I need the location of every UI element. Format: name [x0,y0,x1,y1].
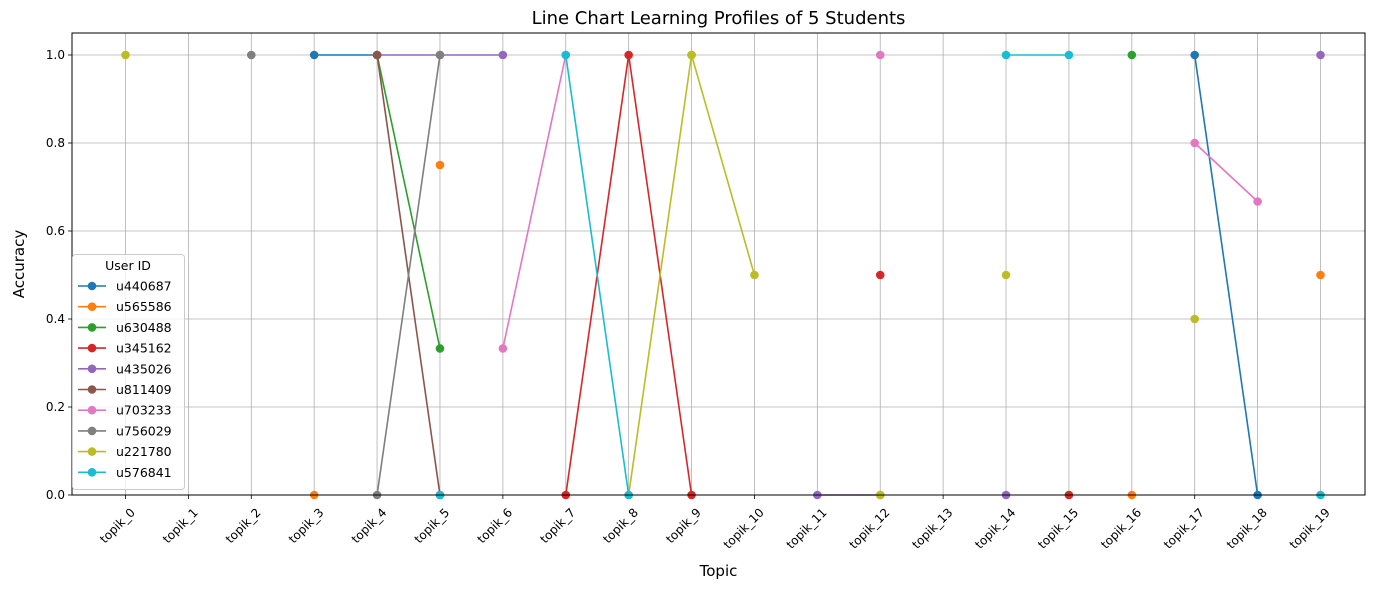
data-point [1316,50,1325,60]
series-line [376,54,441,349]
x-tick-label: topik_2 [223,505,264,546]
legend-items: u440687 u565586 u630488 u345162 u435026 u8114… [78,279,172,480]
data-point [309,50,319,60]
series-u345162 [561,50,1074,500]
legend-label: u703233 [116,403,172,418]
x-tick-label: topik_13 [909,505,955,551]
series-line [1194,142,1259,203]
x-tick-label: topik_10 [721,505,767,551]
x-tick-label: topik_9 [663,505,704,546]
data-point [1001,270,1011,280]
y-tick-label: 0.6 [46,224,65,238]
legend-swatch-marker [87,468,97,477]
data-point [498,50,508,60]
data-point [750,270,759,280]
data-point [1316,270,1325,280]
plot-frame [71,32,1366,496]
legend-swatch-marker [87,281,97,291]
x-tick-label: topik_18 [1224,505,1270,551]
series-u440687 [309,50,1262,500]
data-point [435,160,445,170]
y-axis: 0.0 0.2 0.4 0.6 0.8 1.0 [46,48,72,502]
legend-label: u630488 [116,320,172,335]
data-point [561,50,571,60]
legend-swatch-marker [87,447,97,456]
series-u221780 [121,50,1200,500]
x-tick-label: topik_4 [349,505,390,546]
y-tick-label: 0.0 [46,488,65,502]
y-tick-label: 0.2 [46,400,65,414]
legend-swatch-marker [87,364,97,374]
series-line [1193,54,1259,496]
legend-swatch-marker [87,405,97,415]
data-point [1127,50,1137,60]
series-line [564,54,630,496]
legend-label: u345162 [116,341,172,356]
x-tick-label: topik_12 [846,505,892,551]
y-tick-label: 0.4 [46,312,65,326]
x-tick-label: topik_5 [412,505,453,546]
legend-title: User ID [105,258,151,273]
data-point [687,50,696,60]
data-point [875,270,885,280]
x-tick-label: topik_15 [1035,505,1081,551]
series-u435026 [372,50,1325,500]
legend-swatch-marker [87,385,97,394]
legend-swatch-marker [87,302,97,312]
x-tick-label: topik_6 [474,505,515,546]
data-point [1190,138,1200,148]
data-point [121,50,130,60]
data-point [435,50,445,60]
legend-label: u221780 [116,444,172,459]
x-tick-label: topik_8 [600,505,641,546]
data-point [1190,50,1200,60]
x-tick-label: topik_1 [160,505,201,546]
data-point [1064,50,1074,60]
legend-swatch-marker [87,343,97,353]
legend-label: u440687 [116,279,172,294]
legend-swatch-marker [87,323,97,332]
chart-title: Line Chart Learning Profiles of 5 Studen… [532,8,906,29]
x-tick-label: topik_14 [972,505,1018,551]
data-point [498,344,508,353]
x-tick-label: topik_7 [537,505,578,546]
data-point [1190,314,1200,324]
y-axis-label: Accuracy [10,230,28,299]
x-tick-label: topik_0 [97,505,138,546]
series-u756029 [246,50,445,500]
legend-label: u435026 [116,361,172,376]
x-tick-label: topik_3 [286,505,327,546]
x-tick-label: topik_16 [1098,505,1144,551]
data-point [1001,50,1011,60]
legend: User ID u440687 u565586 u630488 u345162 u435… [72,254,185,490]
x-axis-label: Topic [699,562,738,580]
y-tick-label: 0.8 [46,136,65,150]
legend-label: u811409 [116,382,172,397]
x-tick-label: topik_17 [1161,505,1207,551]
data-point [624,50,633,60]
grid [72,33,1365,496]
legend-label: u576841 [116,465,172,480]
data-point [372,50,382,60]
series-line [376,54,441,496]
x-axis: topik_0 topik_1 topik_2 topik_3 topik_4 topik… [97,495,1333,552]
series-line [502,54,567,349]
x-tick-label: topik_11 [784,505,830,551]
data-point [435,344,445,353]
data-point [1253,197,1262,206]
legend-label: u756029 [116,423,172,438]
series-layer [121,50,1325,500]
legend-label: u565586 [116,299,172,314]
legend-swatch-marker [87,426,97,436]
x-tick-label: topik_19 [1287,505,1333,551]
data-point [875,50,885,60]
y-tick-label: 1.0 [46,48,65,62]
data-point [246,50,256,60]
series-u703233 [498,50,1262,353]
